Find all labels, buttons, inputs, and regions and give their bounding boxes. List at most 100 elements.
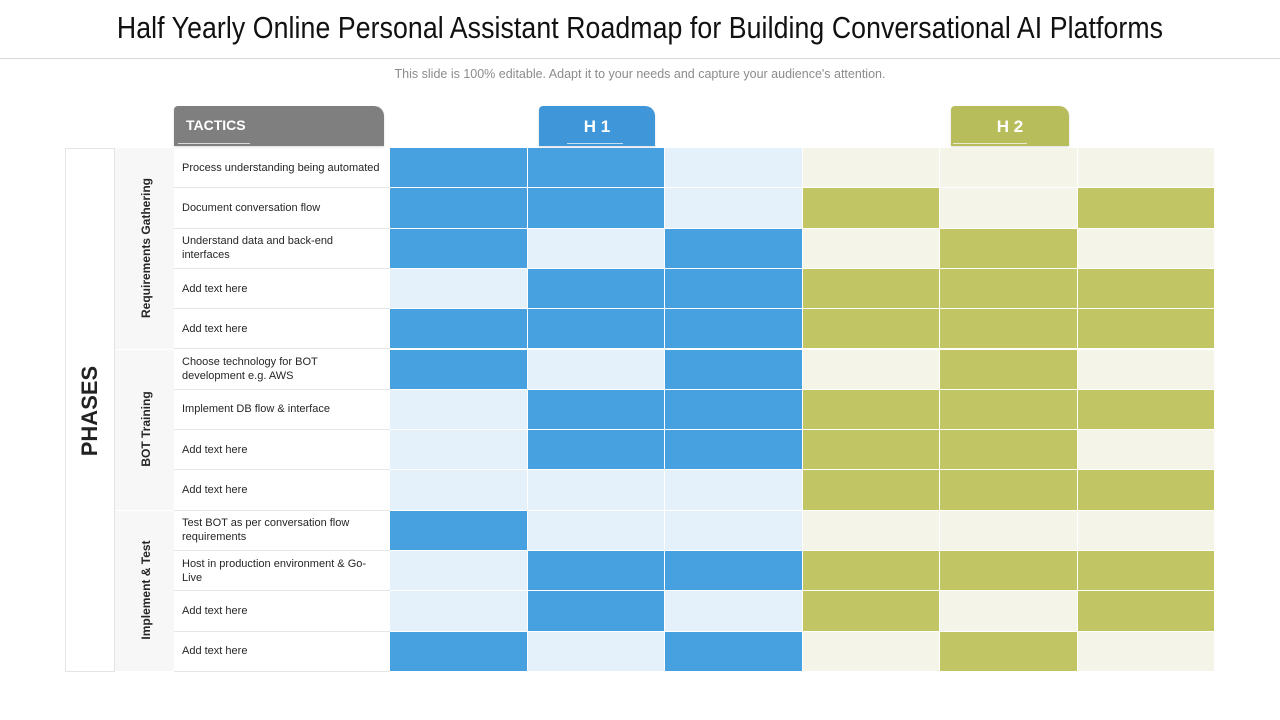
h2-cell-inactive — [1077, 631, 1215, 672]
h1-cell-inactive — [390, 551, 528, 592]
h1-cell-active — [665, 551, 803, 592]
tactics-header-label: TACTICS — [186, 117, 246, 133]
h1-cell-inactive — [390, 470, 528, 511]
h1-cell-active — [527, 188, 665, 229]
h1-cell-active — [527, 268, 665, 310]
tactic-label: Add text here — [174, 470, 390, 511]
h1-header-label: H 1 — [583, 117, 611, 136]
h2-cell-inactive — [940, 510, 1078, 551]
h2-cell-active — [802, 188, 940, 229]
h2-cell-active — [940, 631, 1078, 672]
phase-column-0 — [115, 148, 174, 350]
tactic-label: Document conversation flow — [174, 188, 390, 229]
tactic-label: Process understanding being automated — [174, 148, 390, 189]
h2-cell-inactive — [1077, 510, 1215, 551]
phase-column-1 — [115, 349, 174, 511]
h2-cell-active — [1077, 551, 1215, 592]
tactic-label: Choose technology for BOT development e.… — [174, 350, 390, 390]
tactics-header-tab: TACTICS — [174, 106, 384, 146]
h2-cell-inactive — [802, 631, 940, 672]
h1-cell-inactive — [665, 591, 803, 632]
h2-cell-inactive — [1077, 430, 1215, 471]
h2-cell-active — [802, 470, 940, 511]
h1-cell-inactive — [390, 430, 528, 471]
h2-cell-inactive — [1077, 148, 1215, 189]
h1-cell-active — [527, 551, 665, 592]
tactics-header-underline — [178, 143, 250, 144]
h2-cell-inactive — [940, 591, 1078, 632]
h2-cell-inactive — [1077, 228, 1215, 269]
h1-cell-inactive — [527, 631, 665, 672]
h2-header-underline — [953, 143, 1027, 144]
h2-cell-active — [940, 349, 1078, 390]
h1-cell-active — [390, 510, 528, 551]
h2-cell-active — [940, 228, 1078, 269]
tactic-label: Add text here — [174, 269, 390, 310]
h1-cell-active — [527, 148, 665, 189]
h1-cell-active — [527, 591, 665, 632]
h2-cell-active — [802, 389, 940, 431]
h2-cell-active — [940, 551, 1078, 592]
tactic-label: Add text here — [174, 632, 390, 672]
h1-cell-active — [527, 309, 665, 350]
h2-cell-active — [1077, 268, 1215, 310]
tactic-label: Implement DB flow & interface — [174, 390, 390, 431]
h2-cell-inactive — [940, 148, 1078, 189]
phase-label: Implement & Test — [139, 540, 153, 640]
h1-cell-inactive — [527, 470, 665, 511]
h1-cell-inactive — [665, 148, 803, 189]
h2-cell-active — [802, 591, 940, 632]
h1-cell-active — [665, 430, 803, 471]
tactic-label: Test BOT as per conversation flow requir… — [174, 511, 390, 551]
h1-cell-active — [390, 631, 528, 672]
h1-cell-inactive — [527, 228, 665, 269]
slide-title: Half Yearly Online Personal Assistant Ro… — [116, 10, 1164, 45]
h1-cell-active — [665, 389, 803, 431]
h2-cell-inactive — [802, 510, 940, 551]
h1-cell-active — [665, 268, 803, 310]
h1-cell-inactive — [390, 268, 528, 310]
h1-cell-active — [390, 188, 528, 229]
h2-cell-inactive — [802, 148, 940, 189]
title-divider — [0, 58, 1280, 59]
h1-cell-active — [390, 228, 528, 269]
h1-cell-active — [665, 631, 803, 672]
h1-cell-active — [527, 430, 665, 471]
h2-cell-active — [940, 268, 1078, 310]
h2-cell-active — [940, 309, 1078, 350]
h1-cell-inactive — [390, 591, 528, 632]
h2-cell-active — [940, 470, 1078, 511]
h2-cell-active — [940, 389, 1078, 431]
h1-header-underline — [567, 143, 623, 144]
tactic-label: Understand data and back-end interfaces — [174, 229, 390, 269]
h1-cell-inactive — [527, 349, 665, 390]
phases-column — [65, 148, 115, 672]
slide-subtitle: This slide is 100% editable. Adapt it to… — [394, 67, 886, 81]
h2-cell-active — [1077, 188, 1215, 229]
h2-cell-inactive — [1077, 349, 1215, 390]
h2-cell-active — [802, 551, 940, 592]
h2-cell-inactive — [940, 188, 1078, 229]
h1-cell-active — [390, 148, 528, 189]
h1-header-tab: H 1 — [539, 106, 655, 146]
phases-label: PHASES — [77, 365, 102, 457]
tactic-label: Add text here — [174, 430, 390, 471]
h1-cell-active — [390, 349, 528, 390]
tactic-label: Add text here — [174, 591, 390, 632]
h1-cell-inactive — [527, 510, 665, 551]
h2-cell-inactive — [802, 349, 940, 390]
h1-cell-active — [665, 349, 803, 390]
h1-cell-active — [527, 389, 665, 431]
h2-cell-inactive — [802, 228, 940, 269]
h2-cell-active — [940, 430, 1078, 471]
tactic-label: Host in production environment & Go-Live — [174, 551, 390, 592]
h1-cell-active — [665, 228, 803, 269]
h2-cell-active — [1077, 389, 1215, 431]
h1-cell-active — [390, 309, 528, 350]
h2-cell-active — [802, 309, 940, 350]
h2-cell-active — [802, 430, 940, 471]
h1-cell-active — [665, 309, 803, 350]
h2-cell-active — [1077, 591, 1215, 632]
h1-cell-inactive — [665, 470, 803, 511]
h1-cell-inactive — [390, 389, 528, 431]
